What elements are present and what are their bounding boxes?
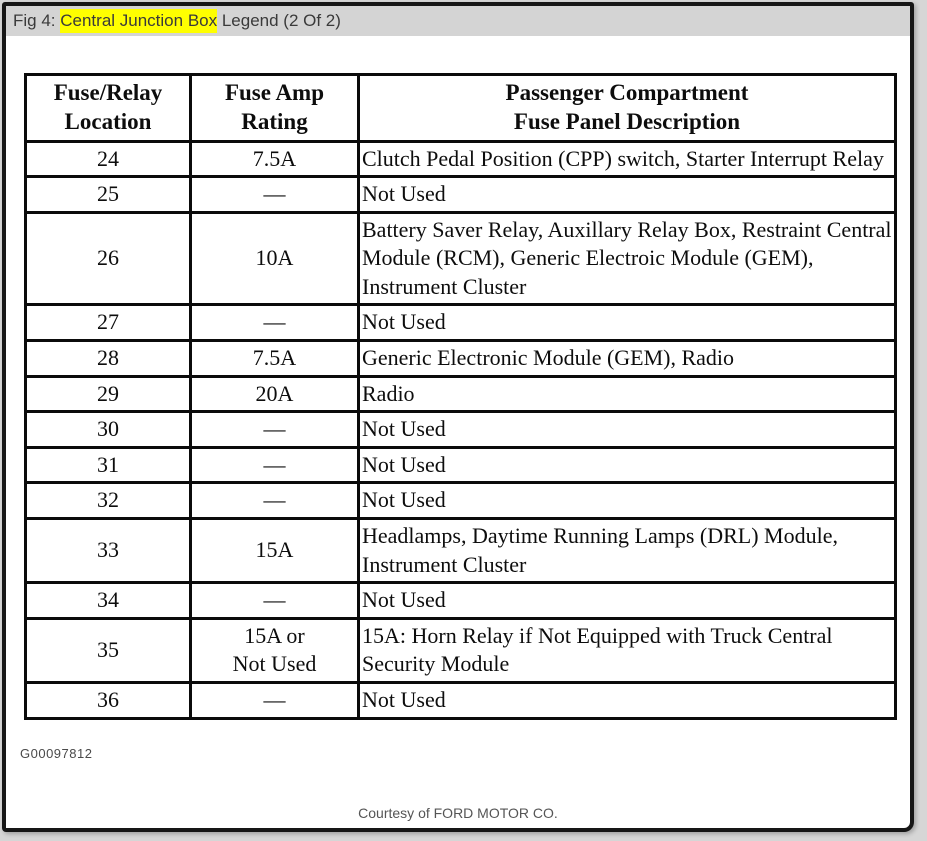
fuse-description-cell: Headlamps, Daytime Running Lamps (DRL) M… [357,517,897,585]
fuse-rating-cell: — [189,175,360,214]
fuse-rating-cell: 15A [189,517,360,585]
fuse-location-cell: 30 [24,410,192,449]
table-row: 28 7.5A Generic Electronic Module (GEM), R… [24,339,897,378]
fuse-description-cell: Generic Electronic Module (GEM), Radio [357,339,897,378]
table-row: 29 20A Radio [24,374,897,414]
fuse-description-cell: 15A: Horn Relay if Not Equipped with Tru… [357,616,897,685]
fuse-legend-table: Fuse/Relay Location Fuse Amp Rating Pass… [24,73,897,720]
search-highlight: Central Junction Box [60,9,218,33]
fuse-description-cell: Not Used [357,581,897,620]
table-row: 27— Not Used [24,303,897,343]
fuse-description-cell: Not Used [357,481,897,521]
fuse-location-cell: 29 [24,374,192,414]
table-row: 30— Not Used [24,410,897,449]
fuse-location-cell: 34 [24,581,192,620]
table-row: 31— Not Used [24,445,897,485]
fuse-rating-cell: — [189,445,360,485]
fuse-rating-cell: 15A or Not Used [189,616,360,685]
fuse-location-cell: 33 [24,517,192,585]
fuse-rating-cell: — [189,581,360,620]
fuse-location-cell: 26 [24,210,192,307]
fuse-description-cell: Not Used [357,303,897,343]
fuse-table-header: Fuse/Relay Location Fuse Amp Rating Pass… [24,73,897,143]
fuse-rating-cell: — [189,410,360,449]
fuse-location-cell: 25 [24,175,192,214]
courtesy-note: Courtesy of FORD MOTOR CO. [358,805,558,821]
table-row: 35 15A or Not Used 15A: Horn Relay if Not … [24,616,897,685]
fuse-description-cell: Radio [357,374,897,414]
column-header-rating: Fuse Amp Rating [189,73,360,143]
table-row: 34— Not Used [24,581,897,620]
fuse-description-cell: Not Used [357,410,897,449]
caption-suffix: Legend (2 Of 2) [217,11,341,30]
fuse-table-body: 24 7.5A Clutch Pedal Position (CPP) switch… [24,139,897,720]
caption-prefix: Fig 4: [13,11,61,30]
table-row: 33 15A Headlamps, Daytime Running Lamps (D… [24,517,897,585]
fuse-rating-cell: 7.5A [189,339,360,378]
table-row: 25— Not Used [24,175,897,214]
header-row: Fuse/Relay Location Fuse Amp Rating Pass… [24,73,897,143]
figure-page: Fig 4: Central Junction Box Legend (2 Of… [2,2,914,832]
table-row: 26 10A Battery Saver Relay, Auxillary Rela… [24,210,897,307]
fuse-rating-cell: — [189,481,360,521]
fuse-description-cell: Not Used [357,681,897,720]
column-header-description: Passenger Compartment Fuse Panel Descrip… [357,73,897,143]
fuse-description-cell: Battery Saver Relay, Auxillary Relay Box… [357,210,897,307]
figure-id: G00097812 [20,746,93,761]
fuse-rating-cell: — [189,681,360,720]
fuse-description-cell: Not Used [357,445,897,485]
table-row: 32— Not Used [24,481,897,521]
fuse-description-cell: Clutch Pedal Position (CPP) switch, Star… [357,139,897,179]
fuse-rating-cell: — [189,303,360,343]
table-row: 36— Not Used [24,681,897,720]
fuse-rating-cell: 7.5A [189,139,360,179]
fuse-location-cell: 32 [24,481,192,521]
figure-caption-bar: Fig 4: Central Junction Box Legend (2 Of… [6,6,910,36]
fuse-rating-cell: 20A [189,374,360,414]
fuse-location-cell: 35 [24,616,192,685]
fuse-rating-cell: 10A [189,210,360,307]
fuse-location-cell: 28 [24,339,192,378]
fuse-location-cell: 24 [24,139,192,179]
fuse-location-cell: 27 [24,303,192,343]
table-row: 24 7.5A Clutch Pedal Position (CPP) switch… [24,139,897,179]
fuse-location-cell: 31 [24,445,192,485]
column-header-location: Fuse/Relay Location [24,73,192,143]
fuse-location-cell: 36 [24,681,192,720]
fuse-description-cell: Not Used [357,175,897,214]
